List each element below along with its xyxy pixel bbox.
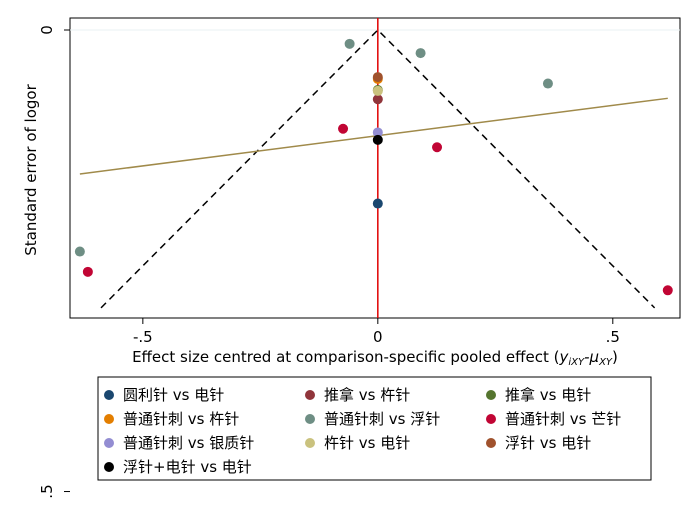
x-label-text: ) <box>612 348 618 366</box>
point <box>74 246 85 257</box>
x-tick-label: -.5 <box>133 328 153 346</box>
legend-label: 普通针刺 vs 芒针 <box>505 410 621 428</box>
x-label-sym: y <box>558 348 569 366</box>
point <box>372 134 383 145</box>
legend-label: 普通针刺 vs 杵针 <box>123 410 239 428</box>
legend-marker <box>104 414 114 424</box>
legend-marker <box>104 462 114 472</box>
legend-marker <box>305 438 315 448</box>
legend-marker <box>104 390 114 400</box>
legend-marker <box>486 438 496 448</box>
legend-label: 圆利针 vs 电针 <box>123 386 224 404</box>
y-tick-label: .5 <box>38 484 56 498</box>
point <box>372 127 383 138</box>
point <box>662 285 673 296</box>
legend-label: 浮针 vs 电针 <box>505 434 591 452</box>
plot-area <box>69 17 681 319</box>
point <box>372 94 383 105</box>
point <box>372 198 383 209</box>
point <box>542 78 553 89</box>
legend-label: 推拿 vs 杵针 <box>324 386 410 404</box>
point <box>372 72 383 83</box>
legend-label: 普通针刺 vs 银质针 <box>123 434 254 452</box>
legend-label: 普通针刺 vs 浮针 <box>324 410 440 428</box>
legend <box>97 376 652 481</box>
legend-label: 推拿 vs 电针 <box>505 386 591 404</box>
y-axis-label: Standard error of logor <box>22 83 40 255</box>
point <box>432 142 443 153</box>
fit-line <box>79 97 668 175</box>
legend-marker <box>305 390 315 400</box>
legend-marker <box>486 414 496 424</box>
x-tick-label: .5 <box>606 328 620 346</box>
legend-label: 浮针+电针 vs 电针 <box>123 458 252 476</box>
x-label-sym: -μ <box>584 348 599 366</box>
point <box>372 85 383 96</box>
x-axis-label: Effect size centred at comparison-specif… <box>132 348 618 368</box>
point <box>82 266 93 277</box>
point <box>338 123 349 134</box>
legend-label: 杵针 vs 电针 <box>324 434 410 452</box>
point <box>344 38 355 49</box>
funnel-line <box>100 28 656 309</box>
x-label-sub: iXY <box>568 357 585 368</box>
legend-marker <box>104 438 114 448</box>
x-label-text: Effect size centred at comparison-specif… <box>132 348 559 366</box>
legend-marker <box>305 414 315 424</box>
x-label-sub: XY <box>598 357 613 368</box>
y-tick-label: 0 <box>38 25 56 35</box>
x-tick-label: 0 <box>373 328 383 346</box>
legend-marker <box>486 390 496 400</box>
point <box>415 48 426 59</box>
